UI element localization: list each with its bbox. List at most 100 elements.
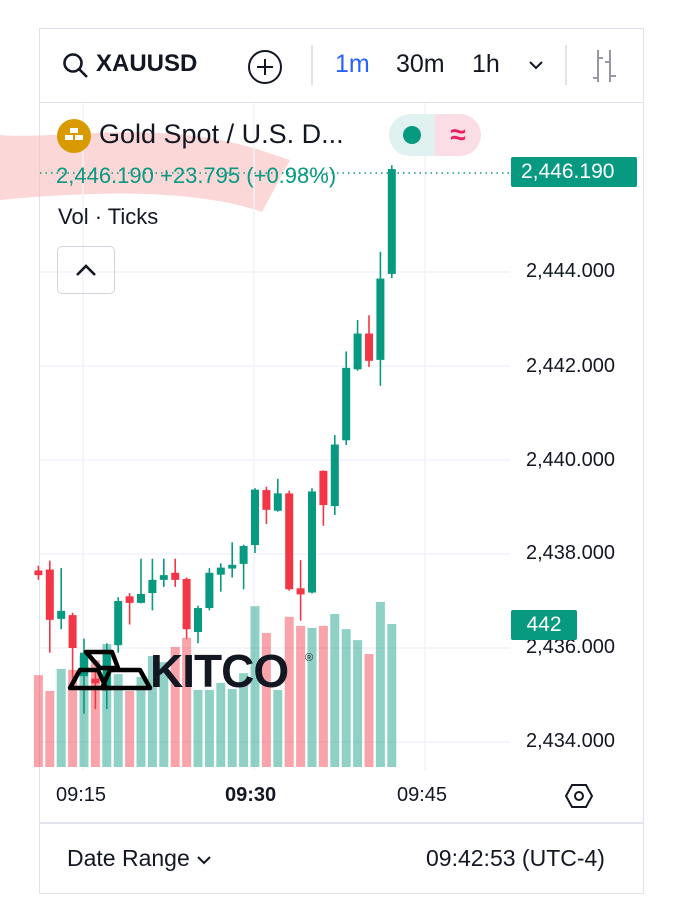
time-axis-label: 09:45 [397, 784, 448, 806]
volume-bar [284, 616, 294, 767]
search-icon[interactable] [62, 52, 90, 80]
date-range-label: Date Range [67, 845, 190, 871]
candle-body [251, 489, 259, 546]
time-axis-label: 09:15 [56, 784, 107, 806]
candle-body [91, 678, 100, 684]
divider [565, 45, 567, 85]
price-axis-label: 2,440.000 [526, 449, 615, 471]
candle-body [194, 608, 202, 633]
date-range-button[interactable]: Date Range [67, 845, 212, 872]
candle-body [125, 596, 134, 603]
price-change: +23.795 [160, 163, 241, 188]
candle-body [34, 570, 43, 576]
collapse-legend-button[interactable] [57, 246, 115, 294]
toolbar [39, 28, 644, 103]
volume-bar [375, 601, 385, 767]
volume-bar [318, 625, 328, 767]
chart-widget [39, 28, 644, 894]
candle-body [57, 610, 66, 619]
candle-body [45, 569, 54, 620]
volume-bar [90, 660, 100, 767]
volume-bar [227, 689, 237, 767]
volume-bar [261, 633, 271, 767]
volume-bar [387, 623, 397, 767]
candle-body [239, 546, 248, 564]
chevron-up-icon [76, 264, 96, 276]
volume-bar [147, 655, 157, 767]
clock-timezone[interactable]: 09:42:53 (UTC-4) [426, 845, 605, 871]
candle-body [285, 493, 294, 590]
divider [39, 822, 644, 824]
candle-body [182, 578, 191, 630]
volume-bar [113, 674, 123, 767]
candle-body [330, 444, 339, 507]
volume-bar [159, 662, 169, 767]
volume-bar [56, 668, 66, 767]
candle-body [216, 567, 225, 575]
candle-body [148, 579, 157, 594]
volume-tag: 442 [511, 610, 577, 640]
volume-bar [296, 625, 306, 767]
candle-body [171, 572, 180, 580]
last-price: 2,446.190 [56, 163, 154, 188]
price-change-pct: (+0.98%) [246, 163, 337, 188]
status-pill[interactable]: ≈ [389, 114, 481, 156]
chevron-down-icon [197, 856, 211, 865]
candle-body [102, 652, 111, 691]
volume-bar [193, 689, 203, 767]
time-axis-label: 09:30 [225, 784, 277, 806]
price-axis-label: 2,436.000 [526, 636, 615, 658]
add-circle-icon[interactable] [246, 48, 284, 86]
registered-mark: ® [305, 652, 314, 664]
volume-indicator-label[interactable]: Vol · Ticks [58, 204, 159, 229]
candle-body [262, 490, 271, 510]
candle-body [376, 278, 385, 360]
price-axis-label: 2,444.000 [526, 260, 615, 282]
candle-body [353, 333, 362, 370]
volume-bar [330, 613, 340, 767]
volume-bar [216, 682, 226, 767]
timeframe-1h[interactable]: 1h [472, 50, 500, 78]
chart-settings-icon[interactable] [564, 781, 594, 811]
volume-bar [136, 677, 146, 767]
timeframe-1m[interactable]: 1m [335, 50, 370, 78]
volume-bar [353, 640, 363, 767]
volume-bar [273, 689, 283, 767]
symbol-title[interactable]: Gold Spot / U.S. D... [99, 119, 344, 149]
candle-body [342, 367, 351, 441]
volume-bar [170, 646, 180, 767]
price-axis-label: 2,434.000 [526, 730, 615, 752]
volume-bar [68, 669, 78, 767]
symbol-search[interactable]: XAUUSD [96, 50, 198, 77]
candle-body [365, 333, 373, 361]
candle-body [296, 588, 305, 595]
volume-bar [341, 629, 351, 767]
candle-style-icon[interactable] [590, 48, 620, 86]
volume-bar [239, 673, 249, 767]
last-price-tag: 2,446.190 [511, 157, 637, 187]
candle-body [228, 564, 237, 569]
candle-body [114, 601, 123, 646]
volume-bar [125, 690, 135, 767]
candle-body [319, 470, 328, 506]
candle-body [80, 652, 88, 677]
ohlc-readout: 2,446.190 +23.795 (+0.98%) [56, 163, 336, 189]
gold-bars-icon [57, 119, 91, 153]
live-dot-icon [403, 126, 421, 144]
volume-bar [33, 675, 43, 767]
candle-body [137, 593, 145, 603]
chevron-down-icon[interactable] [527, 58, 545, 72]
candle-body [273, 493, 282, 511]
price-axis-label: 2,442.000 [526, 355, 615, 377]
divider [311, 45, 313, 85]
timeframe-30m[interactable]: 30m [396, 50, 445, 78]
candle-body [159, 575, 168, 580]
approx-icon: ≈ [435, 114, 481, 156]
candle-body [308, 491, 316, 593]
volume-bar [204, 689, 214, 767]
volume-bar [364, 654, 374, 767]
kitco-watermark: KITCO [150, 645, 289, 697]
kitco-logo-icon [67, 649, 153, 691]
candle-body [387, 169, 396, 274]
volume-bar [182, 637, 192, 767]
